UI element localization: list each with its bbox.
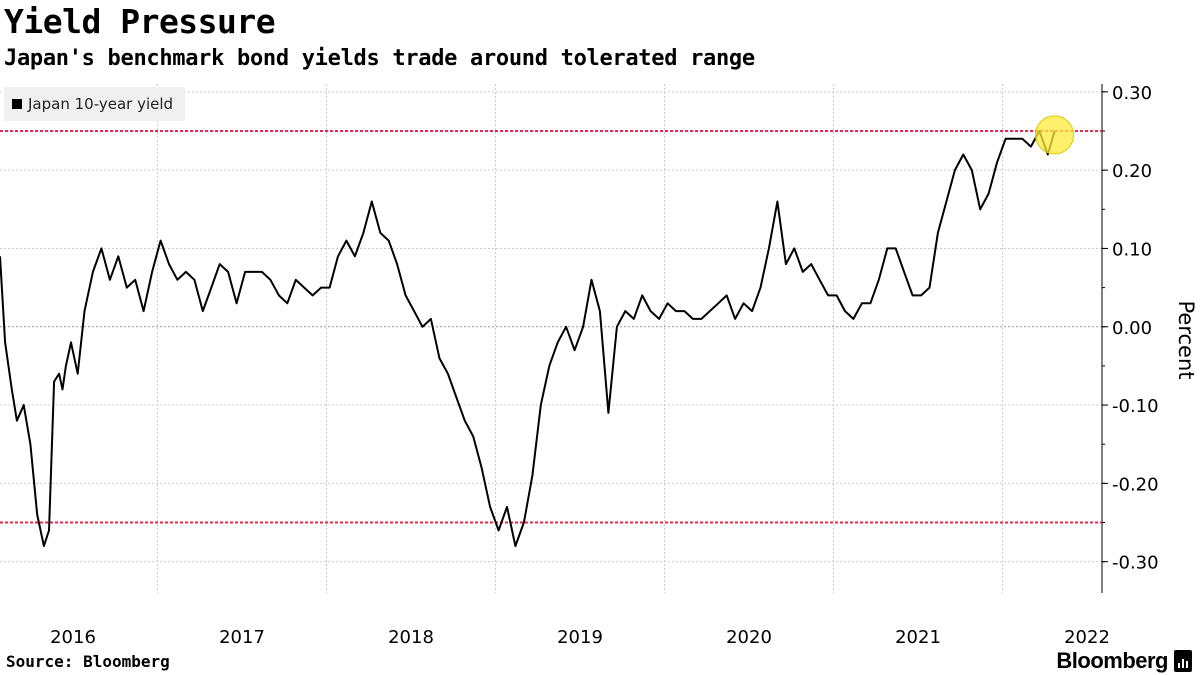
x-tick-label: 2017 — [219, 627, 265, 648]
y-tick-label: -0.20 — [1112, 474, 1159, 495]
y-tick-label: 0.10 — [1112, 239, 1152, 260]
y-tick-label: 0.20 — [1112, 161, 1152, 182]
y-tick-label: -0.30 — [1112, 553, 1159, 574]
brand-logo: Bloomberg — [1056, 648, 1168, 673]
legend-label: Japan 10-year yield — [28, 95, 174, 113]
legend: Japan 10-year yield — [4, 87, 186, 121]
bar-chart-icon — [1174, 650, 1192, 672]
chart-title: Yield Pressure — [4, 2, 276, 41]
x-tick-label: 2021 — [895, 627, 941, 648]
x-tick-label: 2019 — [557, 627, 603, 648]
x-tick-label: 2016 — [50, 627, 96, 648]
y-tick-label: 0.00 — [1112, 318, 1152, 339]
x-tick-label: 2022 — [1064, 627, 1110, 648]
x-tick-label: 2018 — [388, 627, 434, 648]
x-tick-label: 2020 — [726, 627, 772, 648]
y-axis-label: Percent — [1174, 300, 1198, 380]
legend-swatch — [12, 99, 22, 109]
highlight-marker — [1035, 115, 1075, 155]
chart-subtitle: Japan's benchmark bond yields trade arou… — [4, 46, 755, 71]
y-tick-label: -0.10 — [1112, 396, 1159, 417]
source-note: Source: Bloomberg — [6, 652, 170, 671]
y-tick-label: 0.30 — [1112, 83, 1152, 104]
line-chart: 0.30 0.20 0.10 0.00 -0.10 -0.20 -0.30 2016 2017 2… — [0, 83, 1159, 648]
series-line — [0, 130, 1056, 547]
